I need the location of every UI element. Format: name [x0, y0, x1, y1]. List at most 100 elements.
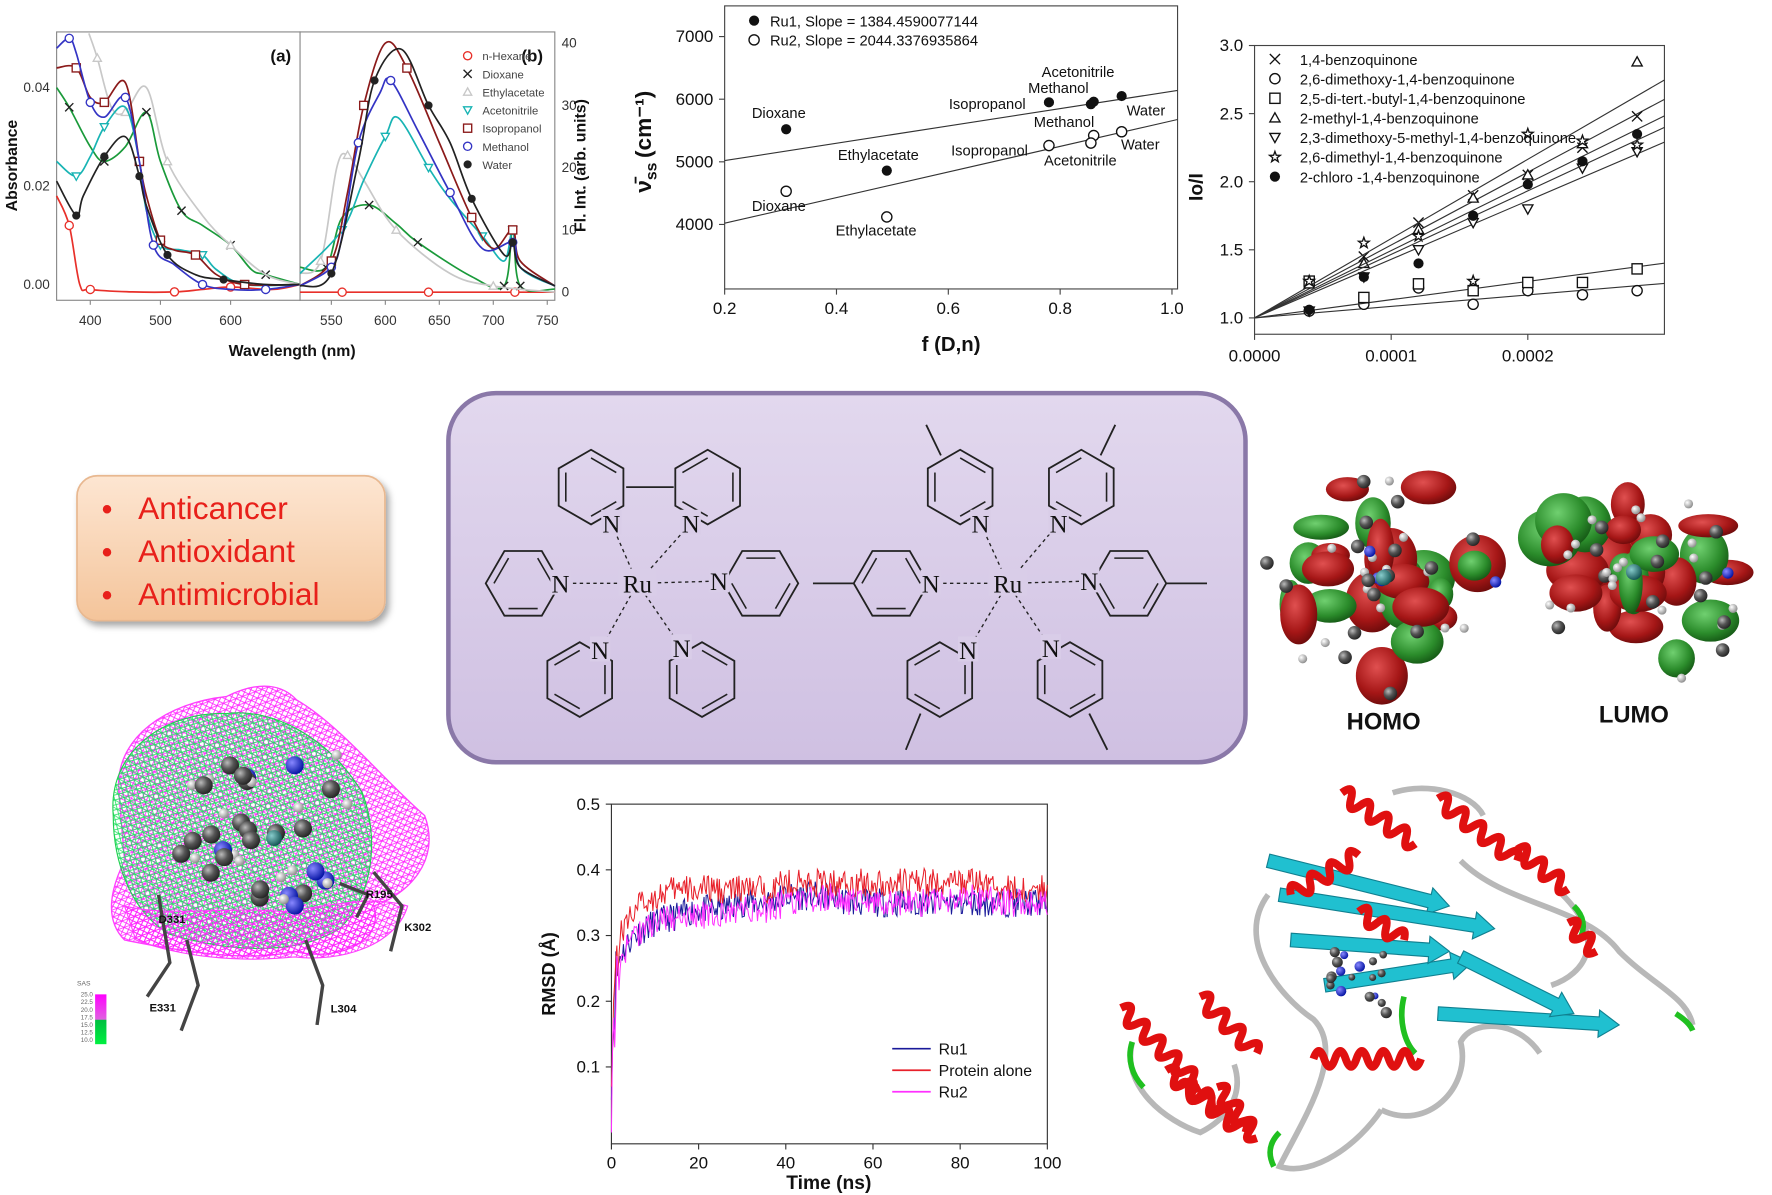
- double-bond: [959, 500, 986, 517]
- double-bond: [554, 649, 581, 666]
- triangle-open-marker: [225, 239, 236, 250]
- triangle-open-marker: [92, 52, 103, 62]
- point-label: Acetonitrile: [1044, 154, 1117, 170]
- panel-label: (a): [270, 46, 291, 65]
- x-marker: [1358, 251, 1370, 263]
- double-bond: [959, 457, 986, 474]
- orbital-lobe: [1608, 610, 1664, 644]
- circle-open-marker: [64, 33, 74, 44]
- nitrogen-atom-label: N: [972, 511, 990, 538]
- y-tick-label: 0.00: [23, 277, 50, 292]
- legend-entry: Ru1: [939, 1041, 968, 1058]
- legend-entry: Ru1, Slope = 1384.4590077144: [770, 14, 978, 30]
- point-label: Ethylacetate: [836, 224, 917, 240]
- methyl-bond: [925, 424, 942, 456]
- x-tick-label: 0.8: [1048, 299, 1072, 318]
- triangle-open-marker: [462, 86, 473, 96]
- point-label: Methanol: [1028, 81, 1089, 97]
- orbital-lobe: [1400, 470, 1457, 505]
- legend-entry: 1,4-benzoquinone: [1300, 53, 1418, 69]
- square-open-marker: [358, 100, 369, 111]
- double-bond: [590, 457, 617, 474]
- nitrogen-atom: [1364, 545, 1376, 558]
- residue-label: D331: [159, 914, 186, 926]
- y-tick-label: 0.02: [23, 179, 49, 194]
- y-axis-label: ν̄ss (cm⁻¹): [631, 91, 661, 193]
- residue-stick: [145, 894, 172, 998]
- star-open-marker: [1465, 273, 1481, 288]
- triangle-open-marker: [162, 155, 173, 166]
- hydrogen-atom: [1607, 580, 1617, 591]
- ruthenium-atom-label: Ru: [623, 571, 653, 598]
- carbon-atom: [1698, 571, 1713, 585]
- carbon-atom: [1709, 524, 1724, 539]
- pyridine-ring: [1048, 448, 1115, 526]
- circle-open-marker: [445, 187, 455, 198]
- label-bg: [601, 509, 622, 535]
- circle-open-marker: [148, 240, 159, 250]
- circle-filled-marker: [1522, 179, 1533, 190]
- square-open-marker: [402, 63, 412, 73]
- hydrogen-atom: [1677, 673, 1687, 683]
- bioactivity-item-antimicrobial: Antimicrobial: [138, 576, 319, 612]
- protein-ribbon-structure: [1119, 785, 1696, 1172]
- triangle-down-open-marker: [1521, 204, 1535, 216]
- label-bg: [708, 567, 730, 593]
- turn: [1674, 1011, 1696, 1032]
- beta-sheet-arrow: [1456, 950, 1575, 1018]
- methyl-bond: [1099, 424, 1117, 456]
- pyridine-ring: [546, 641, 613, 719]
- carbon-atom: [1279, 579, 1293, 593]
- fit-line: [1254, 126, 1665, 319]
- hydrogen-atom: [1384, 476, 1394, 486]
- point-label: Ethylacetate: [838, 148, 919, 164]
- carbon-atom: [233, 766, 253, 785]
- beta-sheet-arrow: [1265, 853, 1451, 916]
- carbon-atom: [241, 831, 261, 850]
- alpha-helix: [1566, 916, 1599, 958]
- nitrogen-atom-label: N: [673, 636, 691, 663]
- y-tick-label: 6000: [676, 90, 714, 109]
- y-tick-label: 0.5: [577, 795, 601, 814]
- chemical-structures: N N N N N N Ru N N N N N N Ru: [484, 424, 1207, 751]
- square-open-marker: [190, 250, 201, 260]
- turn: [1267, 1130, 1282, 1168]
- y-tick-label: 4000: [676, 215, 714, 234]
- hydrogen-atom: [1608, 574, 1618, 584]
- carbon-atom: [1347, 626, 1362, 640]
- rmsd-chart: 0 20 40 60 80 100 0.1 0.2 0.3 0.4 0.5 Time (ns) RMSD…: [539, 795, 1062, 1194]
- carbon-atom: [1260, 556, 1274, 570]
- carbon-atom: [1717, 615, 1731, 629]
- carbon-atom: [251, 880, 270, 899]
- residue-label: R195: [366, 889, 393, 901]
- triangle-open-marker: [1466, 191, 1480, 203]
- series-line-protein-alone: [610, 866, 1048, 1087]
- nitrogen-atom-label: N: [1050, 511, 1068, 538]
- circle-filled-marker: [219, 275, 228, 284]
- ruthenium-atom-label: Ru: [993, 571, 1023, 598]
- orbital-lobe: [1293, 514, 1349, 540]
- turn: [1127, 1041, 1146, 1090]
- double-bond: [1142, 582, 1159, 609]
- carbon-atom: [1466, 532, 1480, 546]
- circle-open-marker: [64, 220, 74, 231]
- carbon-atom: [1350, 539, 1365, 554]
- y-tick-label: 10: [562, 222, 578, 237]
- hydrogen-atom: [1657, 605, 1667, 615]
- alpha-helix: [1215, 1081, 1259, 1144]
- ligand-atom: [1364, 991, 1375, 1002]
- nitrogen-atom: [1722, 567, 1734, 579]
- legend-entry: 2,6-dimethyl-1,4-benzoquinone: [1300, 151, 1503, 167]
- carbon-atom: [1390, 494, 1405, 509]
- ligand-atom: [1348, 973, 1356, 981]
- circle-open-marker: [385, 75, 396, 86]
- y-tick-label: 7000: [676, 27, 714, 46]
- triangle-open-marker: [1630, 55, 1644, 67]
- orbital-molecule: [1517, 482, 1754, 683]
- carbon-atom: [1424, 561, 1439, 575]
- point-label: Dioxane: [752, 106, 806, 122]
- circle-open-marker: [423, 287, 434, 297]
- ligand-atom: [1335, 985, 1347, 997]
- double-bond: [914, 693, 941, 710]
